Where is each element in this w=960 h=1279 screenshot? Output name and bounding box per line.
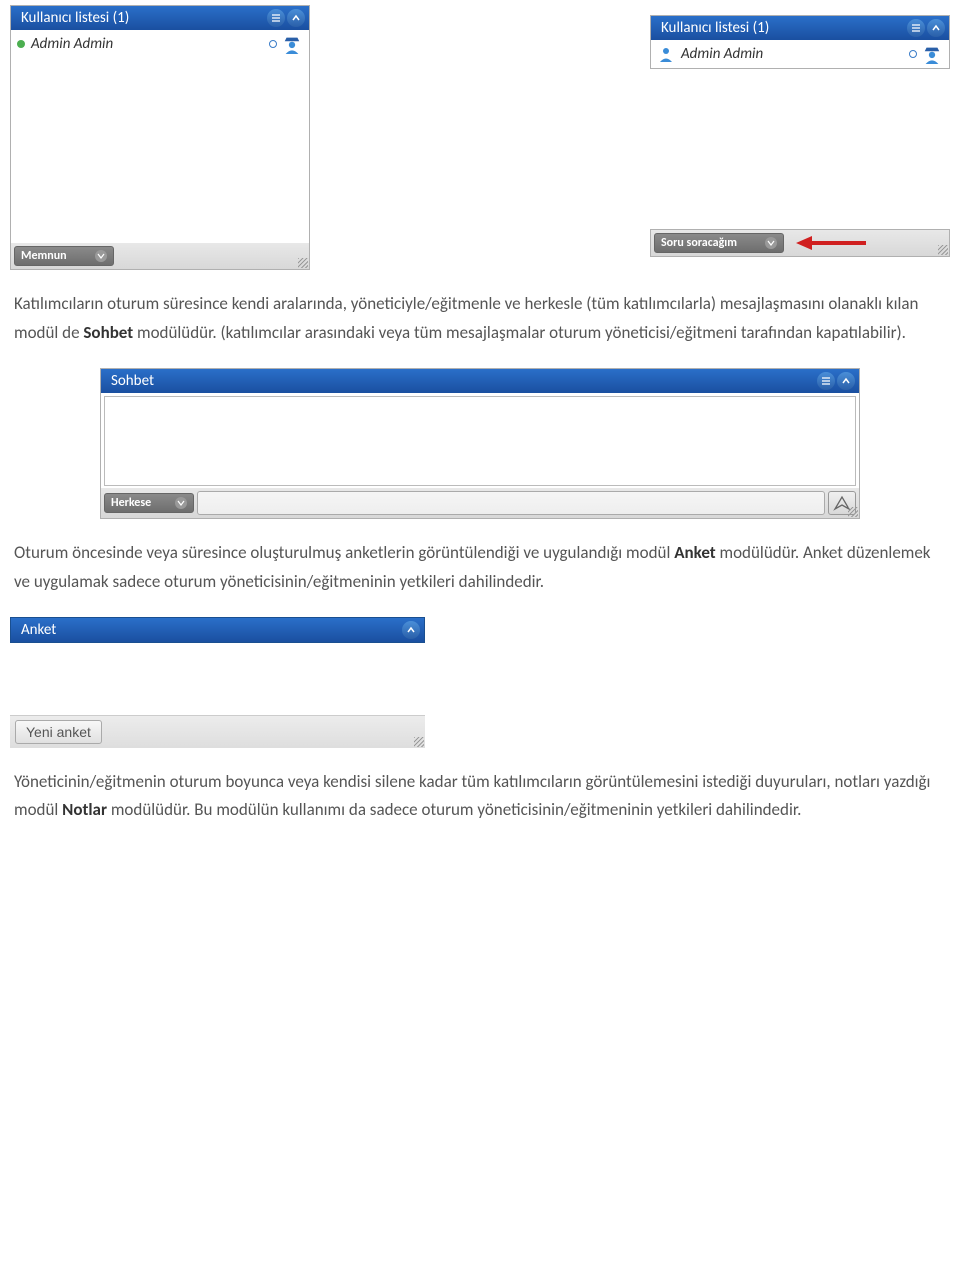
status-online-icon [17, 40, 25, 48]
userlist-right-footer: Soru soracağım [650, 229, 950, 257]
user-icon [657, 45, 675, 63]
webcam-icon [909, 50, 917, 58]
paragraph-sohbet: Katılımcıların oturum süresince kendi ar… [0, 280, 960, 358]
userlist-left-header: Kullanıcı listesi (1) [11, 6, 309, 30]
chevron-down-icon [765, 237, 777, 249]
anket-footer: Yeni anket [10, 715, 425, 748]
userlist-panel-right: Kullanıcı listesi (1) Admin Admin [650, 15, 950, 69]
anket-header: Anket [10, 617, 425, 643]
para1-bold: Sohbet [83, 322, 133, 343]
anket-body [10, 643, 425, 715]
new-survey-button[interactable]: Yeni anket [15, 720, 102, 744]
moderator-icon [921, 44, 943, 64]
sohbet-footer: Herkese [101, 488, 859, 518]
userlist-right-header: Kullanıcı listesi (1) [651, 16, 949, 40]
status-label-left: Memnun [21, 249, 67, 263]
userlist-panel-right-wrap: Kullanıcı listesi (1) Admin Admin [650, 5, 950, 270]
userlist-panel-left: Kullanıcı listesi (1) Admin Admin [10, 5, 310, 270]
para2-pre: Oturum öncesinde veya süresince oluşturu… [14, 542, 674, 563]
user-row-right[interactable]: Admin Admin [651, 40, 949, 68]
sohbet-wrap: Sohbet Herkese [0, 358, 960, 529]
paragraph-anket: Oturum öncesinde veya süresince oluşturu… [0, 529, 960, 607]
chat-input[interactable] [197, 491, 825, 515]
user-row-left[interactable]: Admin Admin [11, 30, 309, 58]
sohbet-messages-area [104, 396, 856, 486]
spacer [650, 69, 950, 229]
collapse-icon[interactable] [927, 19, 945, 37]
arrow-pointer-icon [796, 234, 866, 252]
moderator-icon [281, 34, 303, 54]
webcam-icon [269, 40, 277, 48]
send-icon [833, 495, 851, 511]
menu-icon[interactable] [817, 372, 835, 390]
collapse-icon[interactable] [402, 621, 420, 639]
para3-bold: Notlar [62, 799, 107, 820]
header-icons [907, 19, 945, 37]
recipient-label: Herkese [111, 496, 151, 510]
collapse-icon[interactable] [287, 9, 305, 27]
status-label-right: Soru soracağım [661, 236, 737, 250]
para2-bold: Anket [674, 542, 715, 563]
menu-icon[interactable] [267, 9, 285, 27]
sohbet-title: Sohbet [111, 372, 154, 390]
menu-icon[interactable] [907, 19, 925, 37]
header-icons [402, 621, 420, 639]
anket-wrap: Anket Yeni anket [0, 607, 960, 758]
top-panels-row: Kullanıcı listesi (1) Admin Admin [0, 0, 960, 280]
sohbet-header: Sohbet [101, 369, 859, 393]
send-button[interactable] [828, 491, 856, 515]
user-name-right: Admin Admin [681, 45, 763, 63]
anket-panel: Anket Yeni anket [10, 617, 425, 748]
para3-post: modülüdür. Bu modülün kullanımı da sadec… [107, 799, 801, 820]
userlist-left-footer: Memnun [11, 243, 309, 269]
header-icons [267, 9, 305, 27]
header-icons [817, 372, 855, 390]
recipient-dropdown[interactable]: Herkese [104, 493, 194, 513]
userlist-left-title: Kullanıcı listesi (1) [21, 9, 129, 27]
collapse-icon[interactable] [837, 372, 855, 390]
para1-post: modülüdür. (katılımcılar arasındaki veya… [133, 322, 906, 343]
anket-title: Anket [21, 621, 56, 639]
status-dropdown-left[interactable]: Memnun [14, 246, 114, 266]
paragraph-notlar: Yöneticinin/eğitmenin oturum boyunca vey… [0, 758, 960, 836]
chevron-down-icon [175, 497, 187, 509]
status-dropdown-right[interactable]: Soru soracağım [654, 233, 784, 253]
chevron-down-icon [95, 250, 107, 262]
sohbet-panel: Sohbet Herkese [100, 368, 860, 519]
userlist-right-title: Kullanıcı listesi (1) [661, 19, 769, 37]
userlist-left-body [11, 58, 309, 243]
user-name-left: Admin Admin [31, 35, 113, 53]
